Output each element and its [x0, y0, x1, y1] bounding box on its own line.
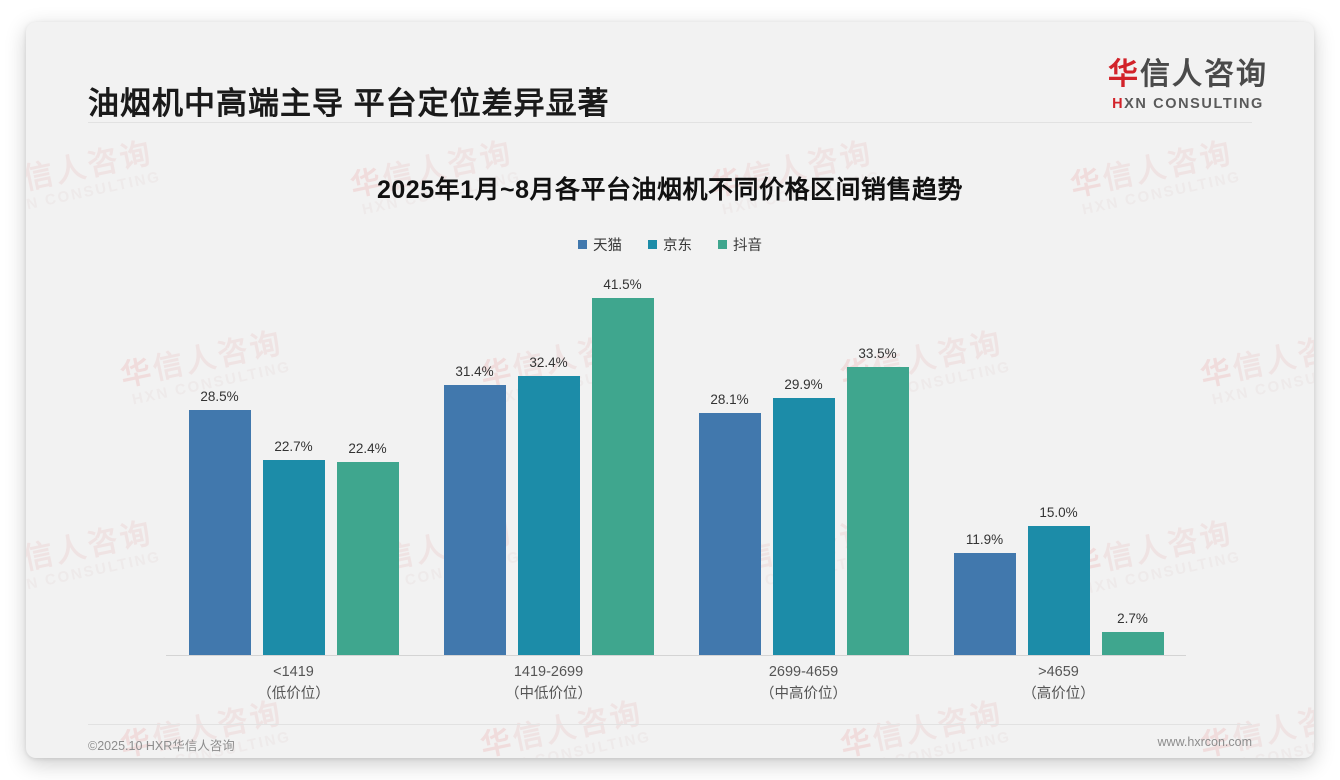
x-axis-label-1419-2699: 1419-2699 （中低价位）	[421, 662, 676, 706]
chart-title: 2025年1月~8月各平台油烟机不同价格区间销售趋势	[376, 176, 964, 204]
bar-group-<1419: 28.5% 22.7% 22.4%	[166, 268, 421, 655]
x-axis-label-tier: （低价位）	[257, 685, 330, 702]
bar-rect	[846, 367, 909, 655]
bar-value-label: 22.7%	[274, 439, 313, 454]
bar-value-label: 28.1%	[710, 392, 749, 407]
brand-logo-cn: 华信人咨询	[1108, 60, 1268, 90]
bar-value-label: 11.9%	[965, 532, 1004, 547]
legend-label: 京东	[663, 238, 692, 254]
bar-rect	[443, 385, 506, 655]
watermark-cn: 华信人咨询	[1198, 326, 1314, 393]
x-axis-label-range: 2699-4659	[768, 664, 839, 680]
bar-天猫-2699-4659[interactable]: 28.1%	[698, 268, 761, 655]
bar-rect	[262, 460, 325, 655]
footer-divider	[88, 724, 1252, 725]
watermark-cn-red: 华	[837, 723, 878, 758]
bar-京东->4659[interactable]: 15.0%	[1027, 268, 1090, 655]
x-axis-label-tier: （中低价位）	[505, 685, 592, 702]
watermark-en: HXN CONSULTING	[850, 728, 1013, 758]
bar-rect	[591, 298, 654, 655]
legend-swatch-icon	[648, 240, 657, 249]
bar-value-label: 15.0%	[1039, 505, 1078, 520]
bar-group-2699-4659: 28.1% 29.9% 33.5%	[676, 268, 931, 655]
legend-swatch-icon	[578, 240, 587, 249]
header-divider	[88, 122, 1252, 123]
bar-抖音-<1419[interactable]: 22.4%	[336, 268, 399, 655]
x-axis-label-tier: （高价位）	[1022, 685, 1095, 702]
watermark-en: HXN CONSULTING	[490, 728, 653, 758]
x-axis-label-tier: （中高价位）	[760, 685, 847, 702]
legend-item-京东[interactable]: 京东	[648, 234, 692, 255]
legend-item-天猫[interactable]: 天猫	[578, 234, 622, 255]
bar-rect	[1027, 526, 1090, 655]
bar-group-1419-2699: 31.4% 32.4% 41.5%	[421, 268, 676, 655]
legend-label: 抖音	[733, 238, 762, 254]
watermark-cn-rest: 信人咨询	[26, 516, 157, 577]
brand-logo-cn-red: 华	[1108, 58, 1140, 91]
x-axis-label-2699-4659: 2699-4659 （中高价位）	[676, 662, 931, 706]
bar-rect	[336, 462, 399, 655]
brand-logo-en-red: H	[1112, 96, 1125, 112]
bar-value-label: 41.5%	[603, 277, 642, 292]
bar-value-label: 28.5%	[200, 389, 239, 404]
bar-rect	[517, 376, 580, 655]
bar-天猫-1419-2699[interactable]: 31.4%	[443, 268, 506, 655]
watermark-cn-red: 华	[477, 723, 518, 758]
legend-item-抖音[interactable]: 抖音	[718, 234, 762, 255]
bar-京东-1419-2699[interactable]: 32.4%	[517, 268, 580, 655]
slide-header: 油烟机中高端主导 平台定位差异显著 华信人咨询 HXN CONSULTING	[26, 22, 1314, 123]
bar-天猫->4659[interactable]: 11.9%	[953, 268, 1016, 655]
legend-swatch-icon	[718, 240, 727, 249]
watermark-en: HXN CONSULTING	[1210, 358, 1314, 409]
x-axis-line	[166, 655, 1186, 656]
watermark-cn-red: 华	[117, 353, 158, 394]
x-axis-label-range: <1419	[273, 664, 314, 680]
watermark-cn-red: 华	[26, 544, 27, 583]
bar-rect	[188, 410, 251, 655]
x-axis-label->4659: >4659 （高价位）	[931, 662, 1186, 706]
x-axis-labels: <1419 （低价位） 1419-2699 （中低价位） 2699-4659 （中高价位）…	[166, 662, 1186, 718]
bar-京东-2699-4659[interactable]: 29.9%	[772, 268, 835, 655]
bar-value-label: 29.9%	[784, 377, 823, 392]
bar-rect	[1101, 632, 1164, 655]
footer-copyright: ©2025.10 HXR华信人咨询	[88, 739, 235, 753]
chart-plot-area: 28.5% 22.7% 22.4% 31.4% 32.4% 41.5% 28.1% 29.9%…	[166, 268, 1186, 656]
chart-legend: 天猫 京东 抖音	[26, 234, 1314, 255]
bar-rect	[953, 553, 1016, 655]
x-axis-label-range: 1419-2699	[513, 664, 584, 680]
bar-京东-<1419[interactable]: 22.7%	[262, 268, 325, 655]
watermark-en: HXN CONSULTING	[26, 548, 163, 599]
x-axis-label-range: >4659	[1038, 664, 1079, 680]
bar-rect	[698, 413, 761, 655]
bar-value-label: 32.4%	[529, 355, 568, 370]
page-title: 油烟机中高端主导 平台定位差异显著	[88, 86, 610, 121]
bar-rect	[772, 398, 835, 655]
bar-group->4659: 11.9% 15.0% 2.7%	[931, 268, 1186, 655]
brand-logo-en-rest: XN CONSULTING	[1124, 96, 1264, 112]
bar-value-label: 31.4%	[455, 364, 494, 379]
bar-抖音->4659[interactable]: 2.7%	[1101, 268, 1164, 655]
watermark-cn: 华信人咨询	[26, 516, 156, 583]
bar-value-label: 2.7%	[1117, 611, 1148, 626]
legend-label: 天猫	[593, 238, 622, 254]
bar-天猫-<1419[interactable]: 28.5%	[188, 268, 251, 655]
footer-url[interactable]: www.hxrcon.com	[1157, 735, 1252, 749]
bar-value-label: 22.4%	[348, 441, 387, 456]
watermark-cn-red: 华	[1197, 353, 1238, 394]
brand-logo: 华信人咨询 HXN CONSULTING	[1108, 60, 1268, 112]
bar-抖音-1419-2699[interactable]: 41.5%	[591, 268, 654, 655]
bar-value-label: 33.5%	[858, 346, 897, 361]
watermark-cn-rest: 信人咨询	[1230, 326, 1314, 387]
bar-抖音-2699-4659[interactable]: 33.5%	[846, 268, 909, 655]
brand-logo-cn-rest: 信人咨询	[1140, 58, 1268, 91]
x-axis-label-<1419: <1419 （低价位）	[166, 662, 421, 706]
brand-logo-en: HXN CONSULTING	[1108, 97, 1268, 112]
